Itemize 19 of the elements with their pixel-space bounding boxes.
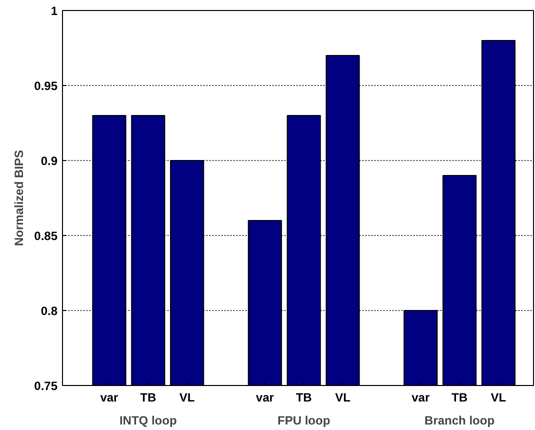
- y-tick-label: 0.9: [40, 154, 58, 168]
- x-tick-label: VL: [179, 390, 195, 404]
- text: INTQ loop: [119, 414, 177, 428]
- y-tick-label: 0.95: [34, 79, 58, 93]
- x-tick-label: TB: [140, 390, 156, 404]
- y-tick-label: 1: [50, 4, 58, 18]
- text: Branch loop: [424, 414, 495, 428]
- text: FPU loop: [278, 414, 330, 428]
- x-tick-label: var: [256, 390, 274, 404]
- x-tick-label: TB: [296, 390, 312, 404]
- x-tick-label: var: [100, 390, 119, 404]
- x-tick-label: VL: [490, 390, 506, 404]
- y-axis-title: Normalized BIPS: [12, 150, 26, 246]
- y-tick-label: 0.85: [34, 229, 58, 243]
- y-tick-label: 0.8: [40, 304, 58, 318]
- x-tick-label: var: [412, 390, 430, 404]
- x-tick-label: VL: [335, 390, 350, 404]
- y-tick-label: 0.75: [34, 379, 58, 393]
- x-tick-label: TB: [452, 390, 468, 404]
